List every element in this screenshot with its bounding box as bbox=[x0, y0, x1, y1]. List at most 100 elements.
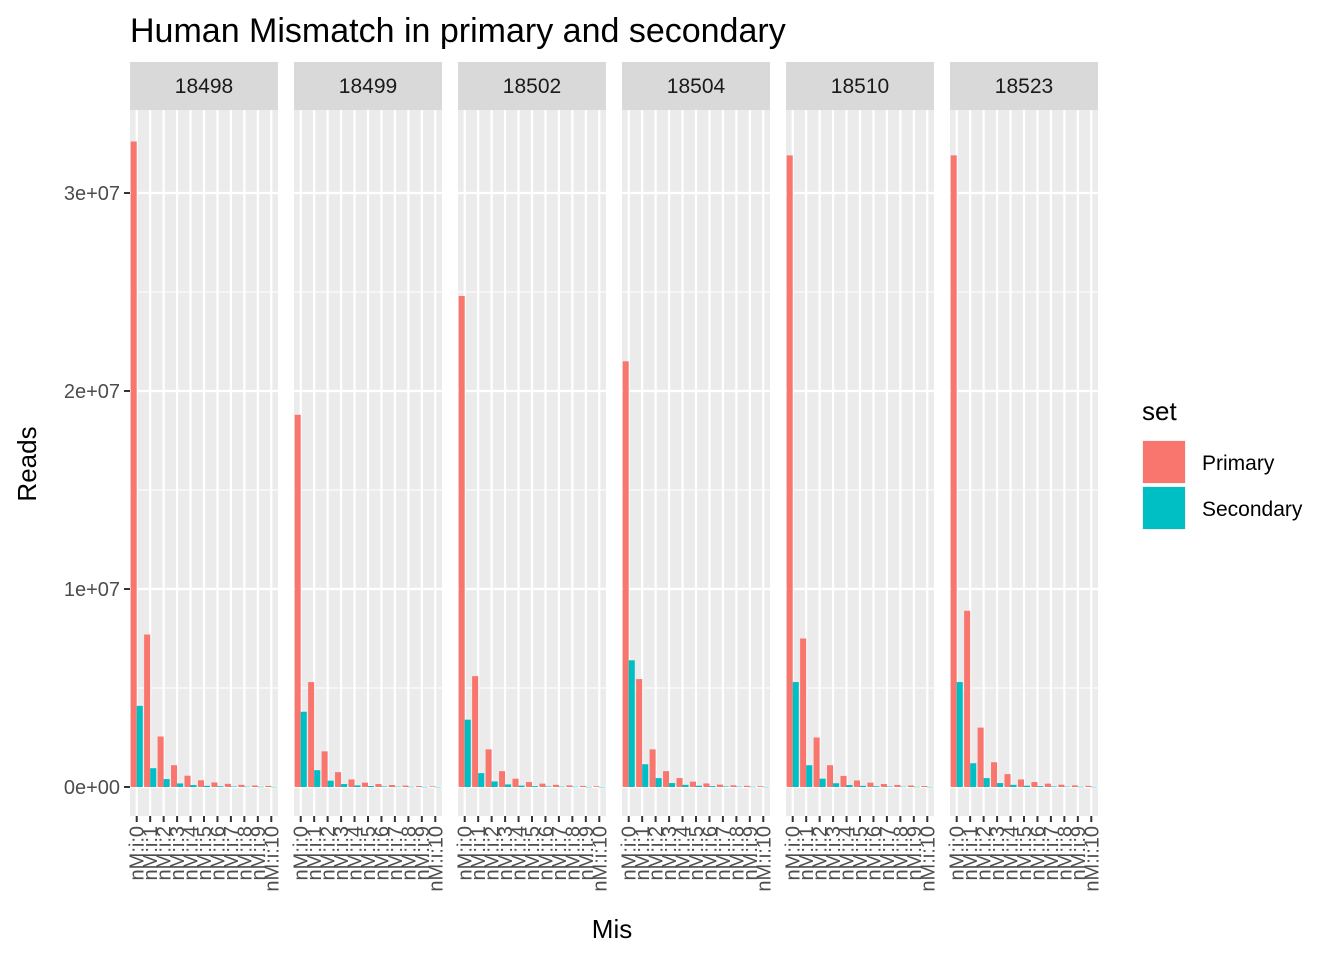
x-tick-label: nM:i:9 bbox=[576, 826, 598, 880]
x-tick-label: nM:i:7 bbox=[549, 826, 571, 880]
bar-primary-18502-4 bbox=[512, 778, 519, 787]
bar-primary-18498-9 bbox=[251, 785, 258, 787]
facet-strip bbox=[294, 62, 442, 110]
x-tick-label: nM:i:4 bbox=[345, 826, 367, 880]
x-tick-label: nM:i:6 bbox=[371, 826, 393, 880]
facet-strip bbox=[950, 62, 1098, 110]
x-tick-label: nM:i:2 bbox=[318, 826, 340, 880]
bar-primary-18504-4 bbox=[676, 778, 683, 787]
facet-strip-label: 18523 bbox=[995, 75, 1053, 98]
bar-secondary-18498-4 bbox=[190, 785, 197, 787]
x-tick-label: nM:i:9 bbox=[904, 826, 926, 880]
bar-primary-18499-8 bbox=[402, 785, 409, 787]
bar-primary-18504-5 bbox=[689, 781, 696, 787]
bar-primary-18498-4 bbox=[184, 775, 191, 787]
x-tick-label: nM:i:1 bbox=[140, 826, 162, 880]
y-tick-label: 3e+07 bbox=[64, 183, 120, 205]
bar-primary-18504-0 bbox=[622, 361, 629, 787]
bar-primary-18499-7 bbox=[388, 785, 395, 787]
bar-secondary-18504-3 bbox=[669, 783, 676, 787]
x-tick-label: nM:i:8 bbox=[234, 826, 256, 880]
bar-primary-18523-1 bbox=[964, 610, 971, 787]
bar-secondary-18523-10 bbox=[1091, 786, 1098, 788]
bar-primary-18498-2 bbox=[157, 736, 164, 787]
bar-primary-18499-2 bbox=[321, 751, 328, 787]
legend-label-secondary: Secondary bbox=[1202, 498, 1303, 521]
x-tick-label: nM:i:10 bbox=[425, 826, 447, 892]
bar-secondary-18499-4 bbox=[354, 785, 361, 787]
bar-secondary-18502-3 bbox=[505, 784, 512, 787]
bar-primary-18510-8 bbox=[894, 784, 901, 787]
facet-panel-18499: 18499nM:i:0nM:i:1nM:i:2nM:i:3nM:i:4nM:i:… bbox=[291, 62, 447, 892]
bar-secondary-18523-7 bbox=[1050, 786, 1057, 787]
bar-primary-18523-6 bbox=[1031, 782, 1038, 787]
x-tick-label: nM:i:0 bbox=[947, 826, 969, 880]
x-tick-label: nM:i:3 bbox=[823, 826, 845, 880]
bar-secondary-18499-1 bbox=[314, 770, 321, 787]
x-tick-label: nM:i:4 bbox=[837, 826, 859, 880]
facet-strip-label: 18510 bbox=[831, 75, 889, 98]
facet-panels: 18498nM:i:0nM:i:1nM:i:2nM:i:3nM:i:4nM:i:… bbox=[127, 62, 1103, 892]
x-tick-label: nM:i:0 bbox=[291, 826, 313, 880]
bar-secondary-18510-5 bbox=[860, 785, 867, 787]
bar-primary-18510-7 bbox=[880, 784, 887, 787]
x-tick-label: nM:i:4 bbox=[673, 826, 695, 880]
bar-secondary-18502-5 bbox=[532, 786, 539, 787]
x-tick-label: nM:i:4 bbox=[1001, 826, 1023, 880]
facet-panel-18523: 18523nM:i:0nM:i:1nM:i:2nM:i:3nM:i:4nM:i:… bbox=[947, 62, 1103, 892]
bar-secondary-18523-0 bbox=[956, 682, 963, 787]
bar-primary-18502-8 bbox=[566, 785, 573, 787]
bar-primary-18499-9 bbox=[415, 786, 422, 787]
x-tick-label: nM:i:8 bbox=[1054, 826, 1076, 880]
bar-secondary-18510-3 bbox=[833, 783, 840, 787]
x-tick-label: nM:i:4 bbox=[181, 826, 203, 880]
x-tick-label: nM:i:9 bbox=[248, 826, 270, 880]
bar-primary-18510-3 bbox=[827, 765, 834, 787]
bar-secondary-18502-4 bbox=[518, 785, 525, 787]
bar-primary-18504-7 bbox=[716, 784, 723, 787]
facet-strip-label: 18502 bbox=[503, 75, 561, 98]
bar-secondary-18498-3 bbox=[177, 783, 184, 787]
bar-primary-18523-9 bbox=[1071, 785, 1078, 787]
x-tick-label: nM:i:8 bbox=[562, 826, 584, 880]
bar-primary-18523-10 bbox=[1085, 785, 1092, 787]
bar-secondary-18523-2 bbox=[983, 778, 990, 787]
bar-secondary-18523-4 bbox=[1010, 784, 1017, 787]
bar-secondary-18504-8 bbox=[736, 786, 743, 788]
bar-primary-18523-7 bbox=[1044, 783, 1051, 787]
bar-primary-18510-0 bbox=[786, 155, 793, 787]
bar-primary-18499-6 bbox=[375, 784, 382, 787]
facet-panel-18510: 18510nM:i:0nM:i:1nM:i:2nM:i:3nM:i:4nM:i:… bbox=[783, 62, 939, 892]
x-tick-label: nM:i:4 bbox=[509, 826, 531, 880]
bar-primary-18504-1 bbox=[636, 679, 643, 787]
bar-primary-18510-10 bbox=[921, 786, 928, 787]
bar-secondary-18523-1 bbox=[970, 763, 977, 787]
bar-secondary-18499-0 bbox=[300, 711, 307, 787]
bar-primary-18510-9 bbox=[907, 785, 914, 787]
bar-primary-18502-9 bbox=[579, 785, 586, 787]
legend: set Primary Secondary bbox=[1142, 396, 1303, 530]
x-tick-label: nM:i:1 bbox=[468, 826, 490, 880]
bar-primary-18499-5 bbox=[361, 782, 368, 787]
bar-primary-18504-9 bbox=[743, 785, 750, 787]
bar-secondary-18523-9 bbox=[1077, 786, 1084, 788]
bar-primary-18523-5 bbox=[1017, 779, 1024, 787]
x-tick-label: nM:i:6 bbox=[207, 826, 229, 880]
x-tick-label: nM:i:8 bbox=[726, 826, 748, 880]
bar-secondary-18502-2 bbox=[491, 781, 498, 787]
bar-primary-18499-0 bbox=[294, 414, 301, 787]
x-tick-label: nM:i:2 bbox=[154, 826, 176, 880]
x-tick-label: nM:i:5 bbox=[850, 826, 872, 880]
bar-primary-18498-1 bbox=[144, 634, 151, 787]
x-tick-label: nM:i:5 bbox=[194, 826, 216, 880]
bar-primary-18504-2 bbox=[649, 749, 656, 787]
bar-secondary-18523-6 bbox=[1037, 786, 1044, 787]
x-tick-label: nM:i:7 bbox=[877, 826, 899, 880]
x-tick-label: nM:i:3 bbox=[331, 826, 353, 880]
legend-label-primary: Primary bbox=[1202, 452, 1275, 475]
bar-secondary-18502-6 bbox=[545, 786, 552, 787]
x-tick-label: nM:i:9 bbox=[412, 826, 434, 880]
bar-primary-18510-6 bbox=[867, 782, 874, 787]
bar-secondary-18499-10 bbox=[435, 786, 442, 788]
x-tick-label: nM:i:7 bbox=[1041, 826, 1063, 880]
